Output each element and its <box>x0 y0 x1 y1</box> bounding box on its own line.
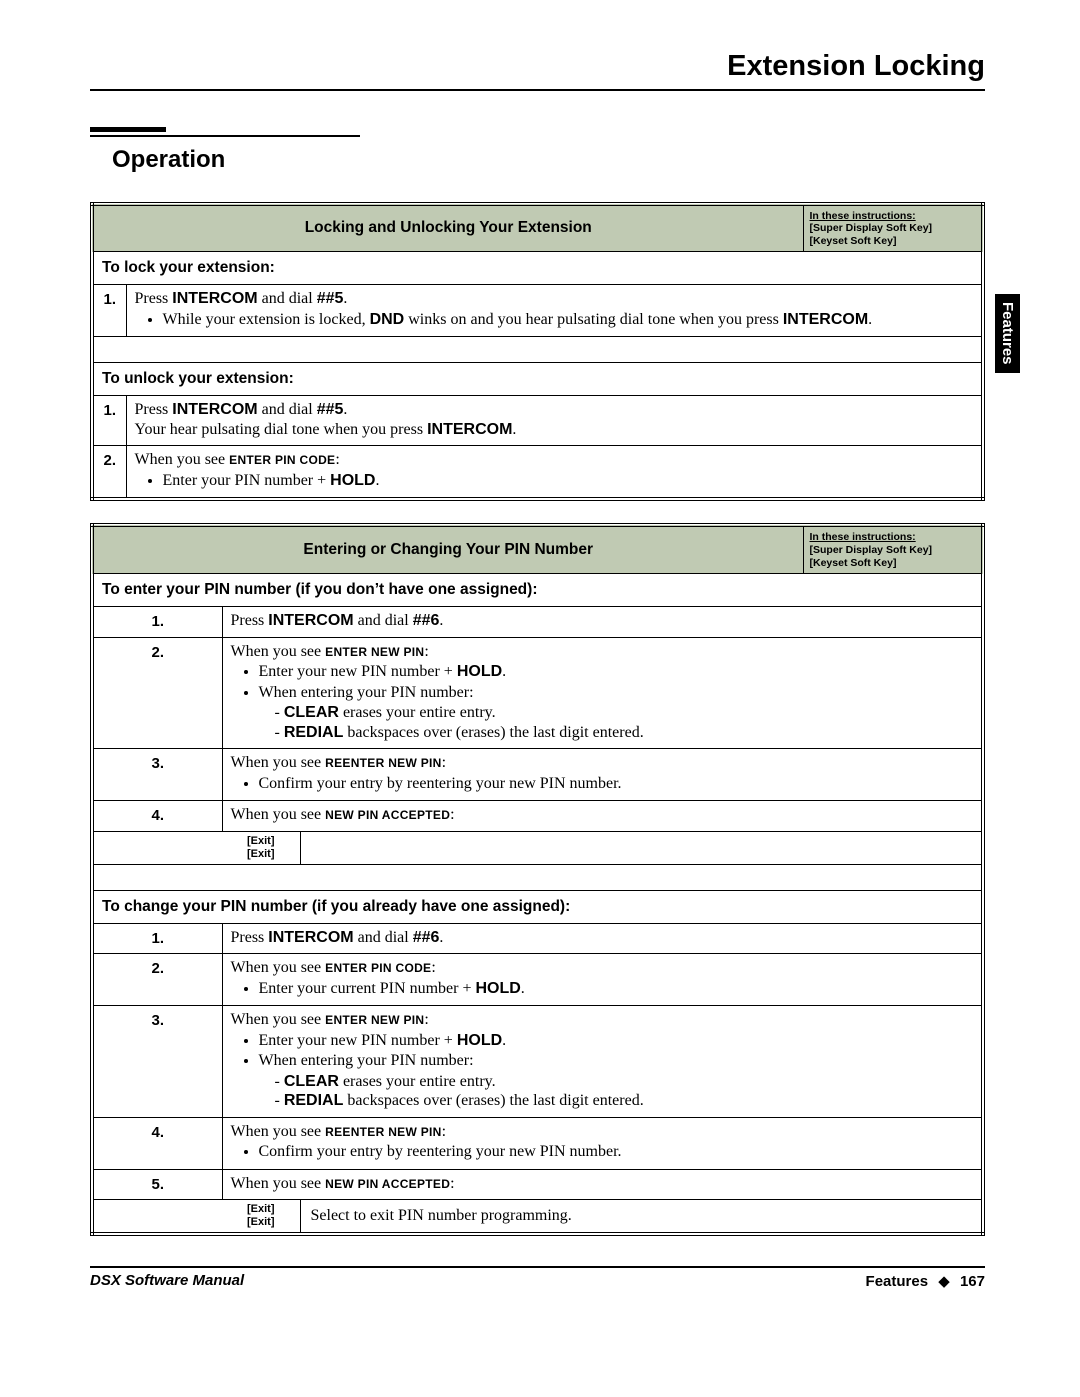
step-body: When you see ENTER NEW PIN:Enter your ne… <box>222 1006 983 1118</box>
section-heading: Operation <box>112 146 963 174</box>
step-number: 2. <box>92 446 126 500</box>
softkey-desc <box>300 831 983 864</box>
footer-rule <box>90 1266 985 1268</box>
step-number: 1. <box>92 607 222 638</box>
softkey-desc: Select to exit PIN number programming. <box>300 1200 983 1234</box>
legend-box: In these instructions:[Super Display Sof… <box>803 204 983 252</box>
step-number: 3. <box>92 749 222 801</box>
step-number: 3. <box>92 1006 222 1118</box>
step-body: When you see NEW PIN ACCEPTED: <box>222 801 983 832</box>
step-row: 1.Press INTERCOM and dial ##6. <box>92 607 983 638</box>
footer-page-number: 167 <box>960 1273 985 1290</box>
page-title: Extension Locking <box>90 50 985 83</box>
step-body: When you see NEW PIN ACCEPTED: <box>222 1169 983 1200</box>
legend-box: In these instructions:[Super Display Sof… <box>803 525 983 573</box>
subheading: To lock your extension: <box>92 252 983 285</box>
manual-page: Extension Locking Operation Locking and … <box>0 0 1080 1320</box>
table-header-row: Locking and Unlocking Your ExtensionIn t… <box>92 204 983 252</box>
side-tab-features: Features <box>995 294 1020 373</box>
step-number <box>92 1200 222 1234</box>
step-number: 1. <box>92 923 222 954</box>
footer-manual-name: DSX Software Manual <box>90 1272 244 1290</box>
table-header-row: Entering or Changing Your PIN NumberIn t… <box>92 525 983 573</box>
step-row: 2.When you see ENTER NEW PIN:Enter your … <box>92 637 983 749</box>
step-row: 5.When you see NEW PIN ACCEPTED: <box>92 1169 983 1200</box>
step-number <box>92 831 222 864</box>
step-body: Press INTERCOM and dial ##5.While your e… <box>126 285 983 337</box>
step-number: 4. <box>92 1117 222 1169</box>
step-row: 2.When you see ENTER PIN CODE:Enter your… <box>92 954 983 1006</box>
step-number: 5. <box>92 1169 222 1200</box>
footer-section: Features <box>866 1273 929 1290</box>
table-title: Entering or Changing Your PIN Number <box>92 525 803 573</box>
softkey-cell: [Exit][Exit] <box>222 831 300 864</box>
spacer-row <box>92 864 983 890</box>
step-body: When you see ENTER PIN CODE:Enter your c… <box>222 954 983 1006</box>
step-row: 1.Press INTERCOM and dial ##5.Your hear … <box>92 396 983 446</box>
step-row: 1.Press INTERCOM and dial ##5.While your… <box>92 285 983 337</box>
step-body: Press INTERCOM and dial ##6. <box>222 923 983 954</box>
tables-host: Locking and Unlocking Your ExtensionIn t… <box>90 202 985 1236</box>
step-body: Press INTERCOM and dial ##5.Your hear pu… <box>126 396 983 446</box>
diamond-icon: ◆ <box>938 1273 950 1290</box>
step-row: 4.When you see REENTER NEW PIN:Confirm y… <box>92 1117 983 1169</box>
instruction-table: Locking and Unlocking Your ExtensionIn t… <box>90 202 985 502</box>
subheading: To enter your PIN number (if you don’t h… <box>92 574 983 607</box>
step-row: 2.When you see ENTER PIN CODE:Enter your… <box>92 446 983 500</box>
instruction-table: Entering or Changing Your PIN NumberIn t… <box>90 523 985 1235</box>
subheading: To change your PIN number (if you alread… <box>92 890 983 923</box>
step-row: 3.When you see ENTER NEW PIN:Enter your … <box>92 1006 983 1118</box>
step-row: 3.When you see REENTER NEW PIN:Confirm y… <box>92 749 983 801</box>
step-body: Press INTERCOM and dial ##6. <box>222 607 983 638</box>
step-number: 2. <box>92 954 222 1006</box>
step-number: 1. <box>92 396 126 446</box>
step-body: When you see REENTER NEW PIN:Confirm you… <box>222 1117 983 1169</box>
step-body: When you see ENTER NEW PIN:Enter your ne… <box>222 637 983 749</box>
step-number: 4. <box>92 801 222 832</box>
title-rule <box>90 89 985 91</box>
footer-page-ref: Features ◆ 167 <box>866 1272 985 1290</box>
softkey-row: [Exit][Exit] <box>92 831 983 864</box>
step-body: When you see REENTER NEW PIN:Confirm you… <box>222 749 983 801</box>
step-number: 1. <box>92 285 126 337</box>
step-row: 4.When you see NEW PIN ACCEPTED: <box>92 801 983 832</box>
step-row: 1.Press INTERCOM and dial ##6. <box>92 923 983 954</box>
softkey-cell: [Exit][Exit] <box>222 1200 300 1234</box>
subheading: To unlock your extension: <box>92 363 983 396</box>
page-footer: DSX Software Manual Features ◆ 167 <box>90 1272 985 1290</box>
table-title: Locking and Unlocking Your Extension <box>92 204 803 252</box>
step-body: When you see ENTER PIN CODE:Enter your P… <box>126 446 983 500</box>
step-number: 2. <box>92 637 222 749</box>
section-ornament <box>90 127 360 137</box>
spacer-row <box>92 337 983 363</box>
softkey-row: [Exit][Exit]Select to exit PIN number pr… <box>92 1200 983 1234</box>
